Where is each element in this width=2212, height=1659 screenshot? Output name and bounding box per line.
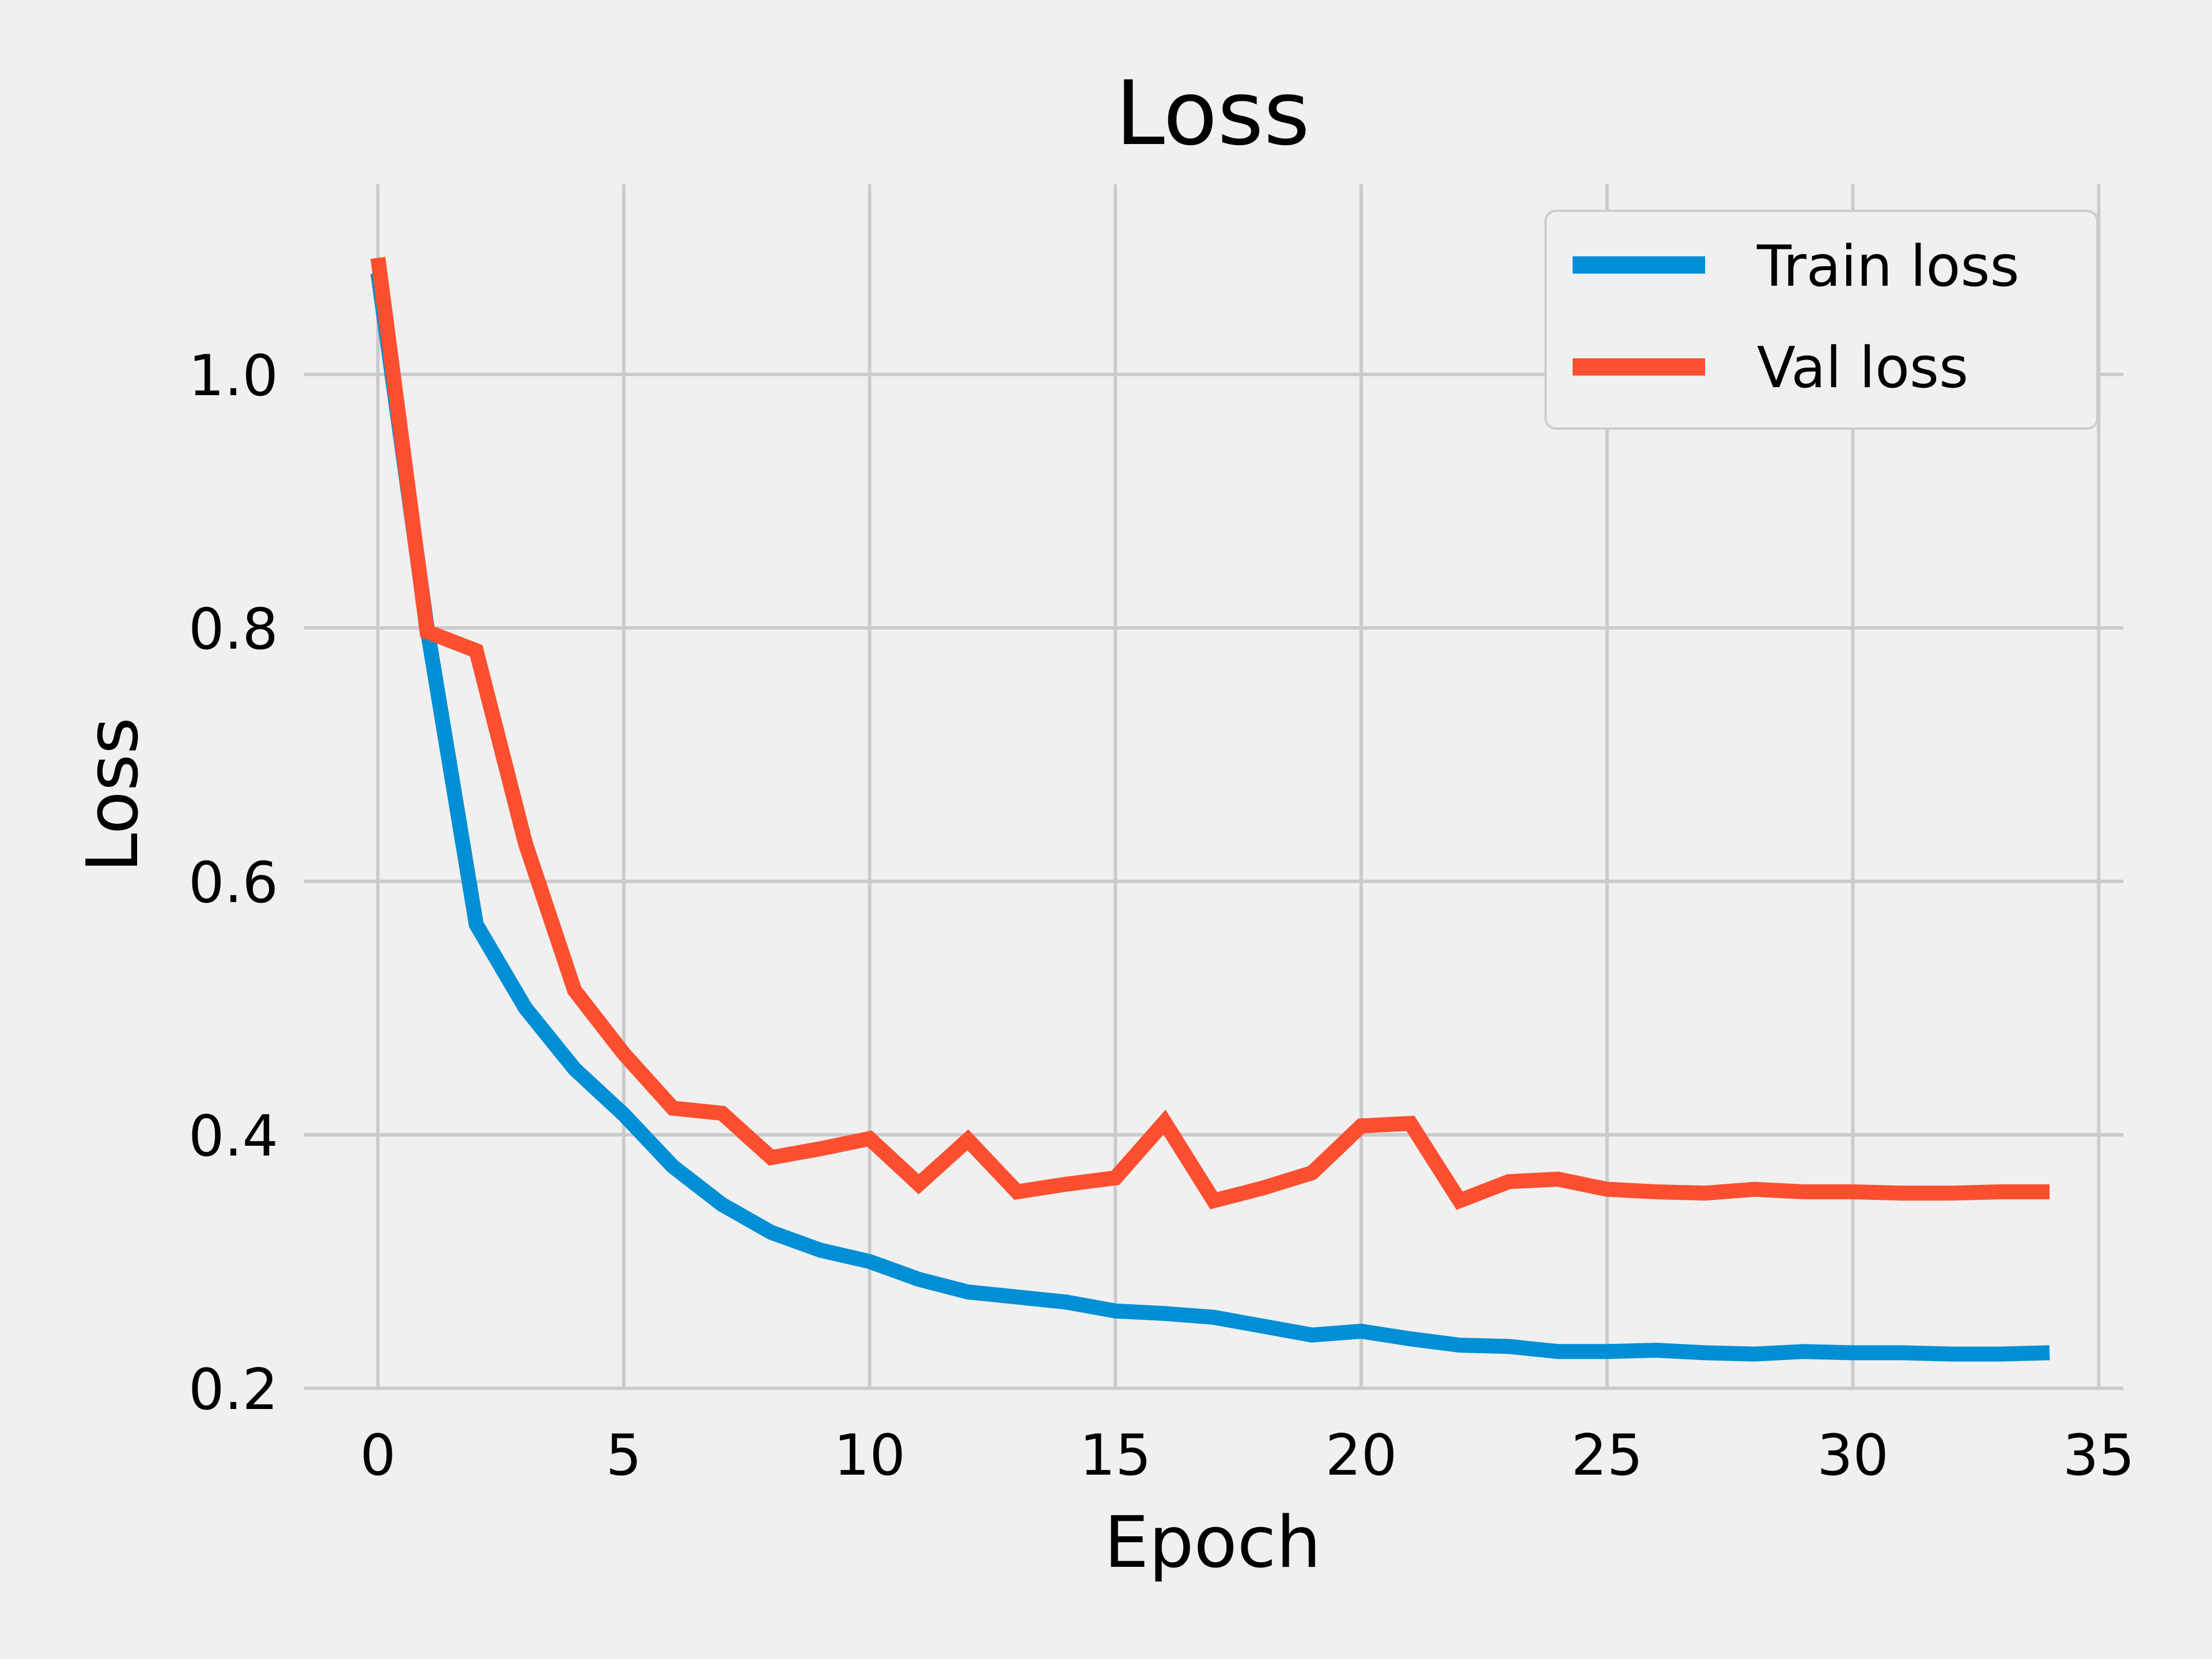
- legend: Train loss Val loss: [1544, 210, 2099, 430]
- x-tick-label: 35: [2063, 1423, 2135, 1488]
- y-tick-label: 1.0: [188, 343, 278, 409]
- y-tick-label: 0.2: [188, 1357, 278, 1423]
- x-tick-label: 20: [1325, 1423, 1397, 1488]
- y-axis-label: Loss: [72, 717, 154, 873]
- x-tick-label: 10: [834, 1423, 906, 1488]
- y-tick-label: 0.6: [188, 850, 278, 916]
- chart-title: Loss: [1115, 62, 1310, 165]
- legend-label-val-loss: Val loss: [1757, 335, 1968, 401]
- y-tick-label: 0.8: [188, 597, 278, 662]
- x-tick-label: 5: [606, 1423, 642, 1488]
- x-axis-label: Epoch: [1104, 1502, 1321, 1584]
- y-tick-label: 0.4: [188, 1104, 278, 1169]
- series-line-train-loss: [370, 272, 2050, 1362]
- tick-labels: 0 5 10 15 20 25 30 35 0.2 0.4 0.6 0.8 1.0: [188, 343, 2135, 1488]
- x-tick-label: 25: [1571, 1423, 1643, 1488]
- series-line-val-loss: [370, 256, 2050, 1210]
- series-lines: [370, 256, 2050, 1362]
- x-tick-label: 0: [360, 1423, 396, 1488]
- x-tick-label: 15: [1080, 1423, 1152, 1488]
- gridlines: [304, 184, 2123, 1390]
- legend-label-train-loss: Train loss: [1756, 234, 2020, 300]
- x-tick-label: 30: [1817, 1423, 1889, 1488]
